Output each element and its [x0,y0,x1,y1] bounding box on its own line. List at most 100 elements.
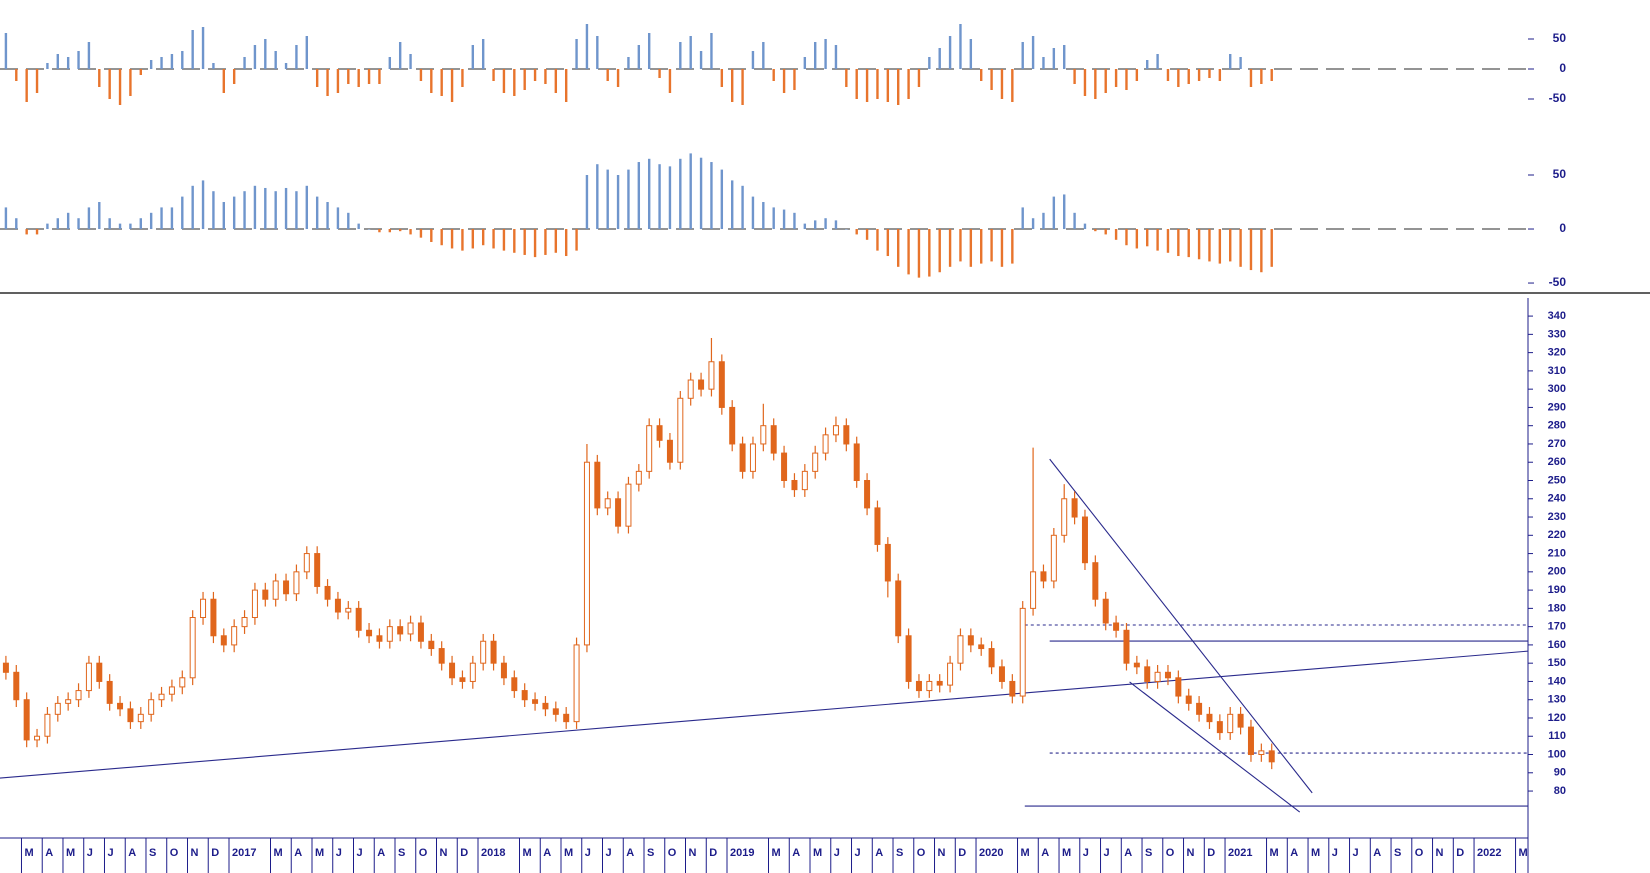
candle-body [615,498,622,527]
candle-body [936,680,943,686]
x-tick-label: M [273,847,282,859]
candle-body [1247,726,1254,756]
candle-body [760,425,767,445]
y-tick-label: 0 [1559,221,1566,235]
candle-body [635,470,642,485]
oscillator-bar [689,36,692,69]
y-tick-label: -50 [1549,91,1567,105]
oscillator-bar [409,54,412,69]
oscillator-bar [222,202,225,230]
oscillator-bar [419,229,423,238]
candle-body [967,635,974,646]
oscillator-bar [367,69,371,84]
oscillator-bar [658,69,661,78]
oscillator-bar [378,229,381,233]
candle-body [988,648,995,668]
oscillator-bar [1104,229,1107,235]
oscillator-bar [585,175,589,230]
candle-body [791,479,798,491]
candle-body [998,666,1005,682]
oscillator-bar [440,69,443,96]
oscillator-bar [1052,48,1056,69]
oscillator-bar [1073,69,1076,84]
candle-body [386,626,393,642]
oscillator-bar [264,187,267,230]
candle-body [895,580,902,637]
oscillator-bar [523,69,526,90]
oscillator-bar [772,207,775,230]
oscillator-bar [295,191,298,230]
oscillator-bar [824,39,827,69]
candle-body [853,443,860,481]
candle-body [1175,677,1182,697]
candle-body [210,598,217,637]
oscillator-bar [720,169,724,230]
x-tick-label: O [170,847,179,859]
oscillator-bar [803,57,807,69]
candle-body [1050,534,1057,582]
oscillator-bar [253,45,257,69]
oscillator-bar [1135,229,1139,249]
oscillator-bar [347,69,350,84]
x-tick-label: J [356,847,362,859]
oscillator-bar [1177,229,1180,257]
oscillator-bar [222,69,225,93]
oscillator-bar [689,153,692,230]
candle-body [148,699,155,715]
y-tick-label: 160 [1548,639,1566,651]
oscillator-bar [1239,57,1242,69]
oscillator-bar [181,51,184,69]
oscillator-bar [502,229,506,251]
oscillator-bar [710,162,713,230]
oscillator-bar [108,69,111,99]
candle-body [314,553,321,587]
oscillator-bar [1197,69,1201,81]
oscillator-bar [201,180,205,230]
y-tick-label: 50 [1553,167,1567,181]
candle-body [874,507,881,545]
candle-body [366,629,373,637]
x-tick-label: 2020 [979,847,1003,859]
oscillator-bar [1229,54,1232,69]
oscillator-bar [1114,229,1118,240]
candle-body [293,571,300,595]
oscillator-bar [679,158,682,230]
oscillator-bar [35,229,39,235]
oscillator-bar [35,69,39,93]
candle-body [65,699,72,704]
oscillator-bar [699,51,703,69]
oscillator-bar [834,45,838,69]
y-tick-label: 140 [1548,675,1566,687]
oscillator-bar [523,229,526,255]
candle-body [34,735,41,741]
x-tick-label: N [938,847,946,859]
oscillator-bar [1156,54,1159,69]
oscillator-bar [1011,69,1014,102]
oscillator-bar [793,69,796,90]
oscillator-bar [15,218,18,230]
candle-body [106,680,113,704]
oscillator-bar [544,69,547,84]
candle-body [2,662,9,673]
oscillator-bar [77,51,80,69]
oscillator-bar [886,69,890,102]
oscillator-bar [762,42,765,69]
candle-body [666,439,673,463]
x-tick-label: J [1332,847,1338,859]
candle-body [978,644,985,650]
x-tick-label: A [128,847,136,859]
candle-body [729,406,736,445]
candle-body [96,662,103,682]
x-tick-label: S [149,847,156,859]
oscillator-bar [948,229,952,267]
candle-body [1123,629,1130,664]
candle-body [417,622,424,642]
candle-body [1164,671,1171,679]
candle-body [604,498,611,509]
oscillator-bar [855,229,858,235]
y-tick-label: 220 [1548,529,1566,541]
x-tick-label: M [1519,847,1528,859]
oscillator-bar [751,196,755,230]
oscillator-bar [201,27,205,69]
